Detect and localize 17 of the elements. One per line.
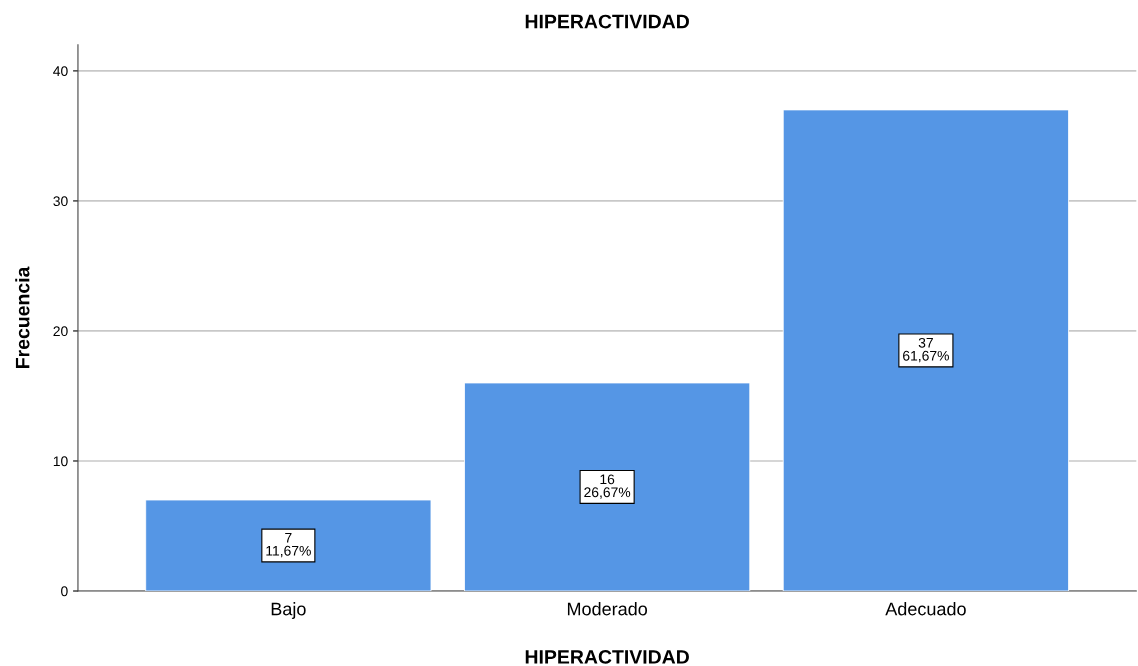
bar xyxy=(464,382,751,592)
bar xyxy=(782,109,1069,592)
y-axis-title: Frecuencia xyxy=(15,266,30,368)
chart-title: HIPERACTIVIDAD xyxy=(525,14,689,29)
data-label: 7 11,67% xyxy=(266,533,311,558)
y-tick-label: 20 xyxy=(53,326,68,337)
y-tick-label: 30 xyxy=(53,196,68,207)
data-label: 37 61,67% xyxy=(903,337,949,363)
x-tick-label: Bajo xyxy=(271,602,306,619)
y-tick-label: 10 xyxy=(53,456,68,467)
data-label: 16 26,67% xyxy=(584,474,631,499)
bar xyxy=(145,499,432,592)
x-tick-label: Adecuado xyxy=(885,602,966,616)
x-axis-title: HIPERACTIVIDAD xyxy=(525,650,689,664)
x-tick-label: Moderado xyxy=(567,602,648,616)
y-tick-label: 0 xyxy=(61,586,68,597)
y-tick-label: 40 xyxy=(53,66,68,77)
